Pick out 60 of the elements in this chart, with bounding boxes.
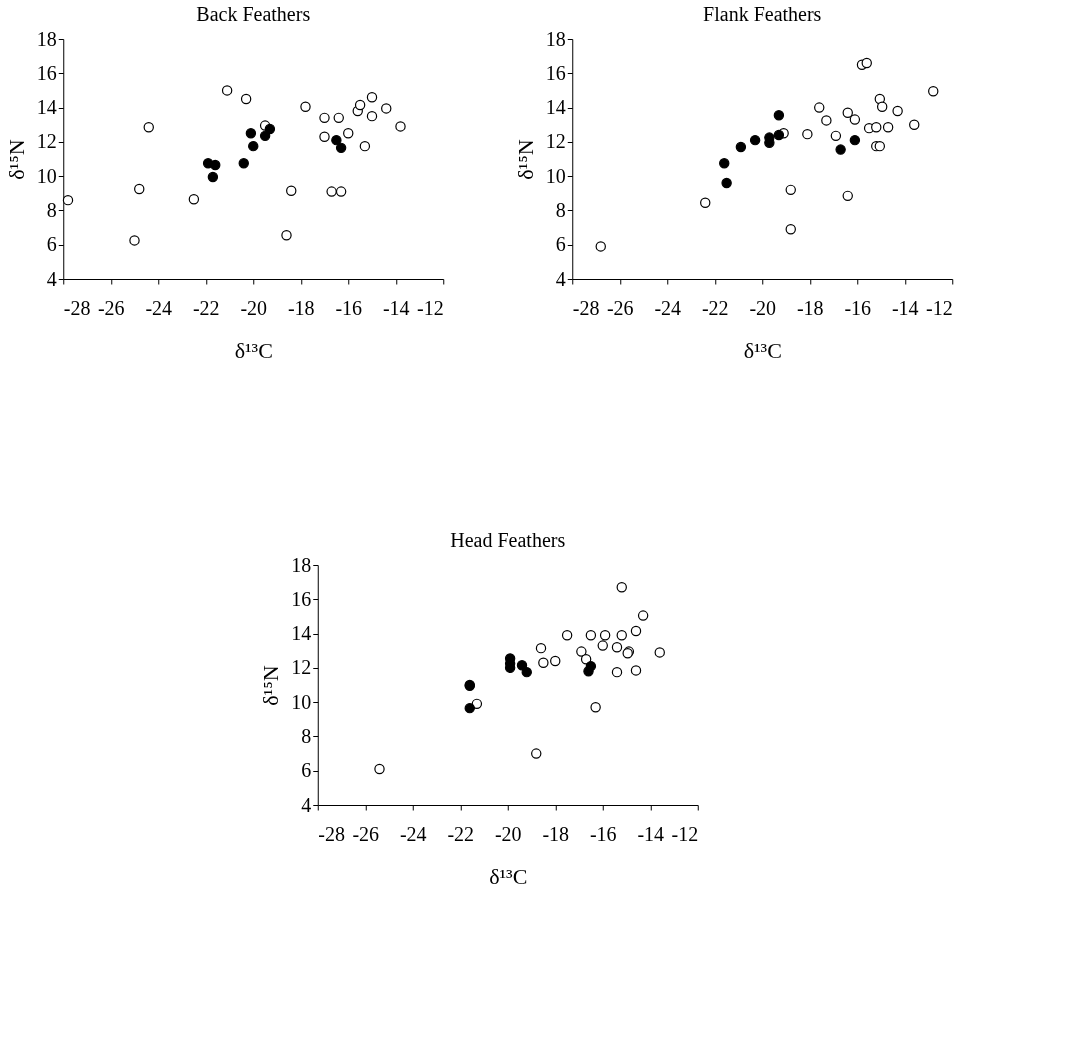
y-tick-label: 16 [291, 587, 312, 610]
y-tick-label: 18 [291, 553, 312, 576]
y-tick-label: 14 [545, 96, 566, 119]
x-tick-label: -22 [701, 296, 729, 319]
x-tick-label: -22 [192, 296, 220, 319]
x-tick-label: -20 [749, 296, 777, 319]
y-tick-label: 4 [46, 267, 57, 290]
y-tick-label: 16 [545, 61, 566, 84]
x-tick-label: -14 [637, 822, 665, 845]
y-tick-label: 18 [36, 27, 57, 50]
chart-title: Back Feathers [196, 3, 311, 25]
y-tick-label: 6 [555, 233, 566, 256]
y-axis-title: δ¹⁵N [3, 139, 29, 180]
x-tick-label: -26 [606, 296, 634, 319]
y-tick-label: 18 [545, 27, 566, 50]
x-tick-label: -18 [542, 822, 570, 845]
chart-title: Flank Feathers [703, 3, 822, 25]
x-tick-label: -26 [97, 296, 125, 319]
y-tick-label: 14 [36, 96, 57, 119]
chart-title: Head Feathers [450, 529, 566, 551]
y-tick-label: 10 [545, 164, 566, 187]
y-tick-label: 8 [301, 724, 312, 747]
x-tick-label: -28 [63, 296, 91, 319]
x-tick-label: -12 [417, 296, 444, 319]
x-tick-label: -22 [447, 822, 475, 845]
y-axis-title: δ¹⁵N [512, 139, 538, 180]
y-tick-label: 4 [555, 267, 566, 290]
x-tick-label: -16 [335, 296, 363, 319]
x-tick-label: -12 [671, 822, 699, 845]
x-tick-label: -16 [589, 822, 617, 845]
y-tick-label: 12 [545, 130, 566, 153]
y-tick-label: 12 [291, 656, 312, 679]
x-tick-label: -24 [145, 296, 173, 319]
y-tick-label: 10 [36, 164, 57, 187]
x-tick-label: -14 [891, 296, 919, 319]
y-tick-label: 14 [291, 622, 312, 645]
x-tick-label: -28 [318, 822, 345, 845]
y-tick-label: 4 [301, 793, 312, 816]
y-tick-label: 6 [46, 233, 57, 256]
y-tick-label: 6 [301, 759, 312, 782]
y-axis-title: δ¹⁵N [258, 665, 284, 706]
x-tick-label: -24 [654, 296, 682, 319]
x-tick-label: -26 [352, 822, 380, 845]
x-tick-label: -28 [572, 296, 600, 319]
y-tick-label: 10 [291, 690, 312, 713]
x-tick-label: -18 [796, 296, 824, 319]
x-tick-label: -12 [926, 296, 953, 319]
x-tick-label: -18 [287, 296, 315, 319]
x-axis-title: δ¹³C [489, 863, 528, 889]
x-tick-label: -24 [399, 822, 427, 845]
x-axis-title: δ¹³C [743, 337, 782, 363]
x-tick-label: -14 [382, 296, 410, 319]
y-tick-label: 16 [36, 61, 57, 84]
x-tick-label: -16 [844, 296, 872, 319]
x-axis-title: δ¹³C [234, 337, 273, 363]
y-tick-label: 8 [555, 198, 566, 221]
x-tick-label: -20 [494, 822, 522, 845]
x-tick-label: -20 [240, 296, 268, 319]
y-tick-label: 12 [36, 130, 57, 153]
y-tick-label: 8 [46, 198, 57, 221]
